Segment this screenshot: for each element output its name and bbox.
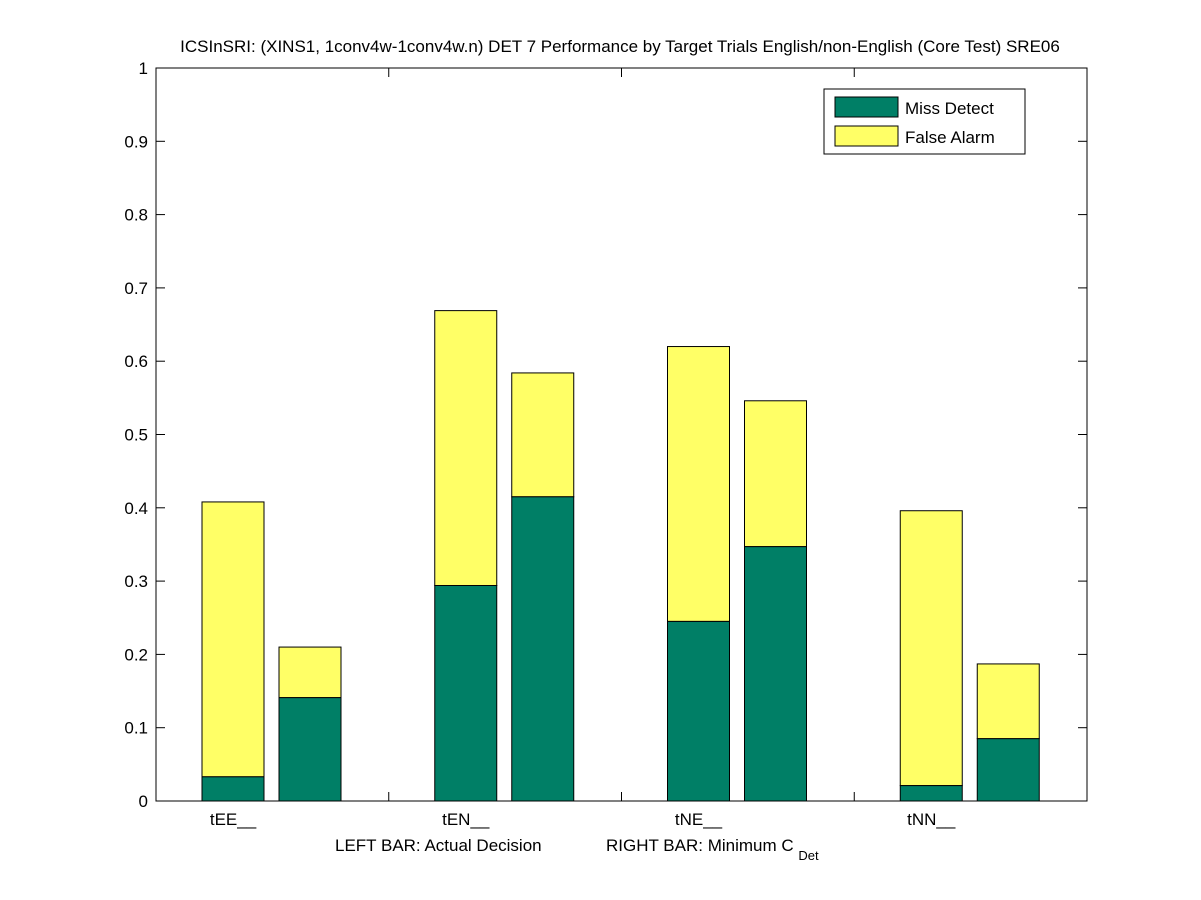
legend-label-miss-detect: Miss Detect: [905, 99, 994, 118]
bar-false-alarm-tee-left: [201, 501, 265, 778]
x-tick-label: tEN__: [442, 810, 490, 829]
legend-swatch-false-alarm: [834, 125, 899, 147]
bar-miss-detect-ten-right: [511, 496, 575, 802]
legend-swatch-miss-detect: [834, 96, 899, 118]
xlabel-right: RIGHT BAR: Minimum C Det: [606, 836, 819, 863]
y-tick-label: 0.5: [124, 426, 148, 445]
x-tick-label: tNN__: [907, 810, 956, 829]
y-tick-label: 1: [139, 59, 148, 78]
y-tick-label: 0.1: [124, 719, 148, 738]
bar-miss-detect-tne-right: [744, 546, 807, 802]
bar-false-alarm-ten-right: [511, 372, 575, 498]
bar-false-alarm-ten-left: [434, 310, 498, 586]
bar-miss-detect-tne-left: [667, 620, 730, 802]
x-tick-label: tNE__: [675, 810, 723, 829]
y-tick-label: 0.8: [124, 206, 148, 225]
xlabel-right-main: RIGHT BAR: Minimum C: [606, 836, 794, 855]
bar-miss-detect-ten-left: [434, 584, 498, 802]
y-tick-label: 0: [139, 792, 148, 811]
legend-label-false-alarm: False Alarm: [905, 128, 995, 147]
y-tick-label: 0.6: [124, 352, 148, 371]
y-tick-label: 0.9: [124, 132, 148, 151]
chart-title: ICSInSRI: (XINS1, 1conv4w-1conv4w.n) DET…: [180, 37, 1060, 56]
bar-miss-detect-tnn-left: [899, 785, 963, 802]
y-tick-label: 0.7: [124, 279, 148, 298]
bar-false-alarm-tne-right: [744, 400, 807, 548]
bar-false-alarm-tnn-left: [899, 510, 963, 787]
bar-miss-detect-tnn-right: [976, 738, 1040, 802]
y-tick-label: 0.2: [124, 645, 148, 664]
y-tick-label: 0.4: [124, 499, 148, 518]
bar-miss-detect-tee-right: [278, 697, 342, 802]
xlabel-right-subscript: Det: [798, 848, 819, 863]
bar-false-alarm-tnn-right: [976, 663, 1040, 740]
y-tick-label: 0.3: [124, 572, 148, 591]
x-tick-label: tEE__: [210, 810, 257, 829]
bar-false-alarm-tne-left: [667, 346, 730, 622]
legend: Miss Detect False Alarm: [823, 88, 1026, 155]
bar-false-alarm-tee-right: [278, 646, 342, 699]
bar-miss-detect-tee-left: [201, 776, 265, 802]
xlabel-left: LEFT BAR: Actual Decision: [335, 836, 542, 855]
plot-area: 0 0.1 0.2 0.3 0.4 0.5 0.6 0.7 0.8 0.9 1 tEE__ tEN__ t…: [124, 59, 1088, 829]
